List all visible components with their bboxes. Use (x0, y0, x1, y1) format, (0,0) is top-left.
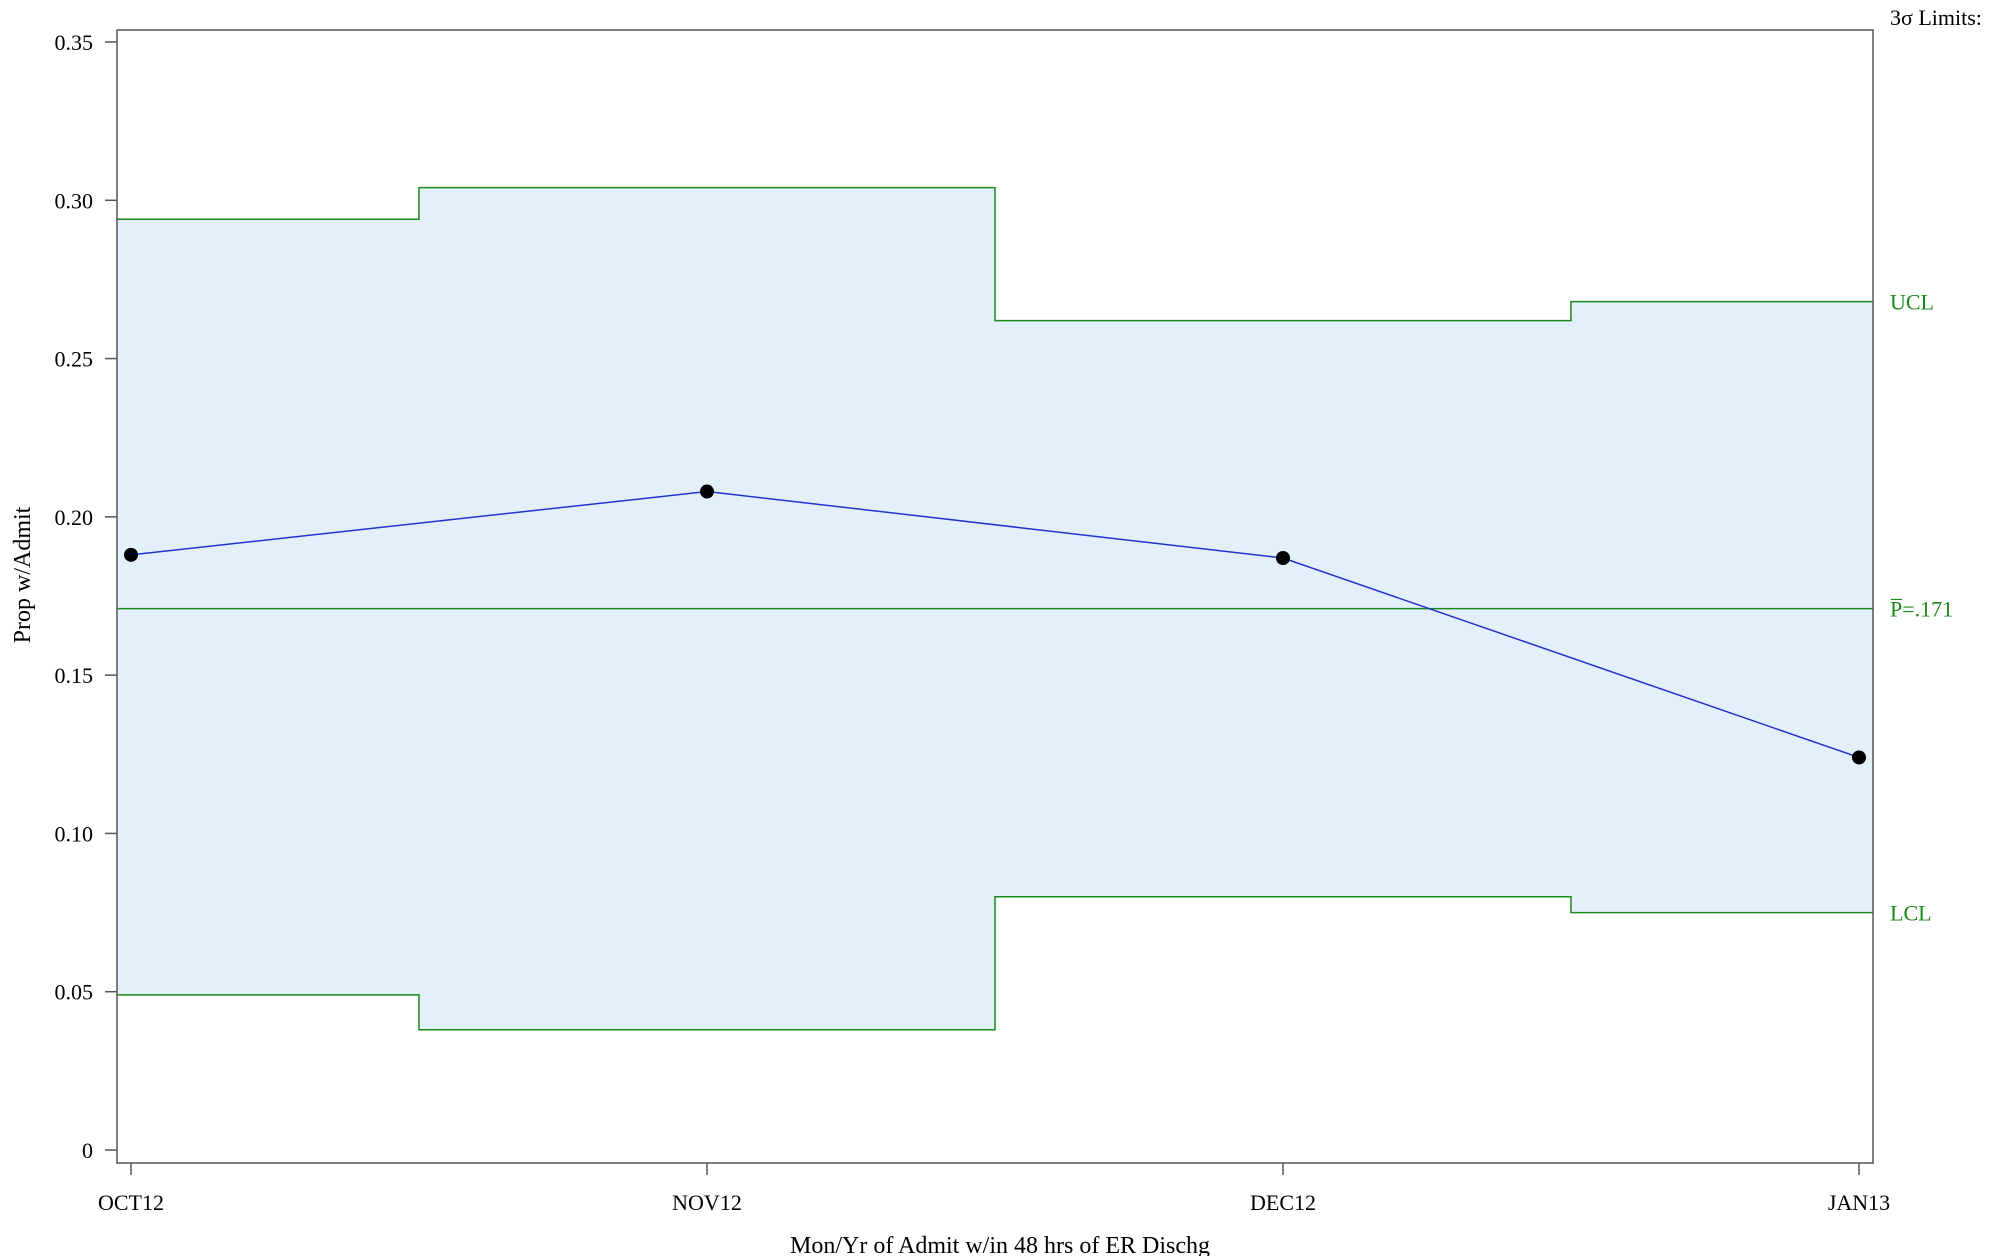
lcl-line (117, 895, 1873, 1031)
data-point (124, 547, 138, 562)
y-tick-label: 0.05 (55, 980, 94, 1005)
x-axis-title: Mon/Yr of Admit w/in 48 hrs of ER Dischg (790, 1233, 1210, 1256)
x-tick-label: DEC12 (1250, 1190, 1316, 1215)
lcl-label: LCL (1890, 901, 1932, 926)
y-tick-label: 0.30 (55, 188, 94, 213)
x-axis: OCT12 NOV12 DEC12 JAN13 (98, 1163, 1890, 1215)
x-tick-label: OCT12 (98, 1190, 164, 1215)
y-axis-title: Prop w/Admit (10, 506, 36, 643)
y-tick-label: 0.25 (55, 347, 94, 372)
center-line-label: P̅=.171 (1890, 597, 1953, 622)
y-tick-label: 0.15 (55, 663, 94, 688)
y-tick-label: 0 (82, 1138, 93, 1163)
x-tick-label: NOV12 (672, 1190, 742, 1215)
limits-header: 3σ Limits: (1890, 5, 1982, 30)
y-tick-label: 0.20 (55, 505, 94, 530)
x-tick-label: JAN13 (1828, 1190, 1890, 1215)
y-tick-label: 0.10 (55, 821, 94, 846)
data-point (1276, 551, 1290, 566)
y-tick-label: 0.35 (55, 30, 94, 55)
plot-frame (116, 29, 1874, 1164)
y-axis: 0 0.05 0.10 0.15 0.20 0.25 0.30 0.35 (55, 30, 117, 1163)
ucl-line (117, 186, 1873, 322)
ucl-label: UCL (1890, 290, 1934, 315)
data-point (1852, 750, 1866, 765)
series-line (130, 490, 1860, 759)
control-limit-lines (117, 186, 1873, 1031)
data-point (700, 484, 714, 499)
data-series (124, 484, 1866, 765)
